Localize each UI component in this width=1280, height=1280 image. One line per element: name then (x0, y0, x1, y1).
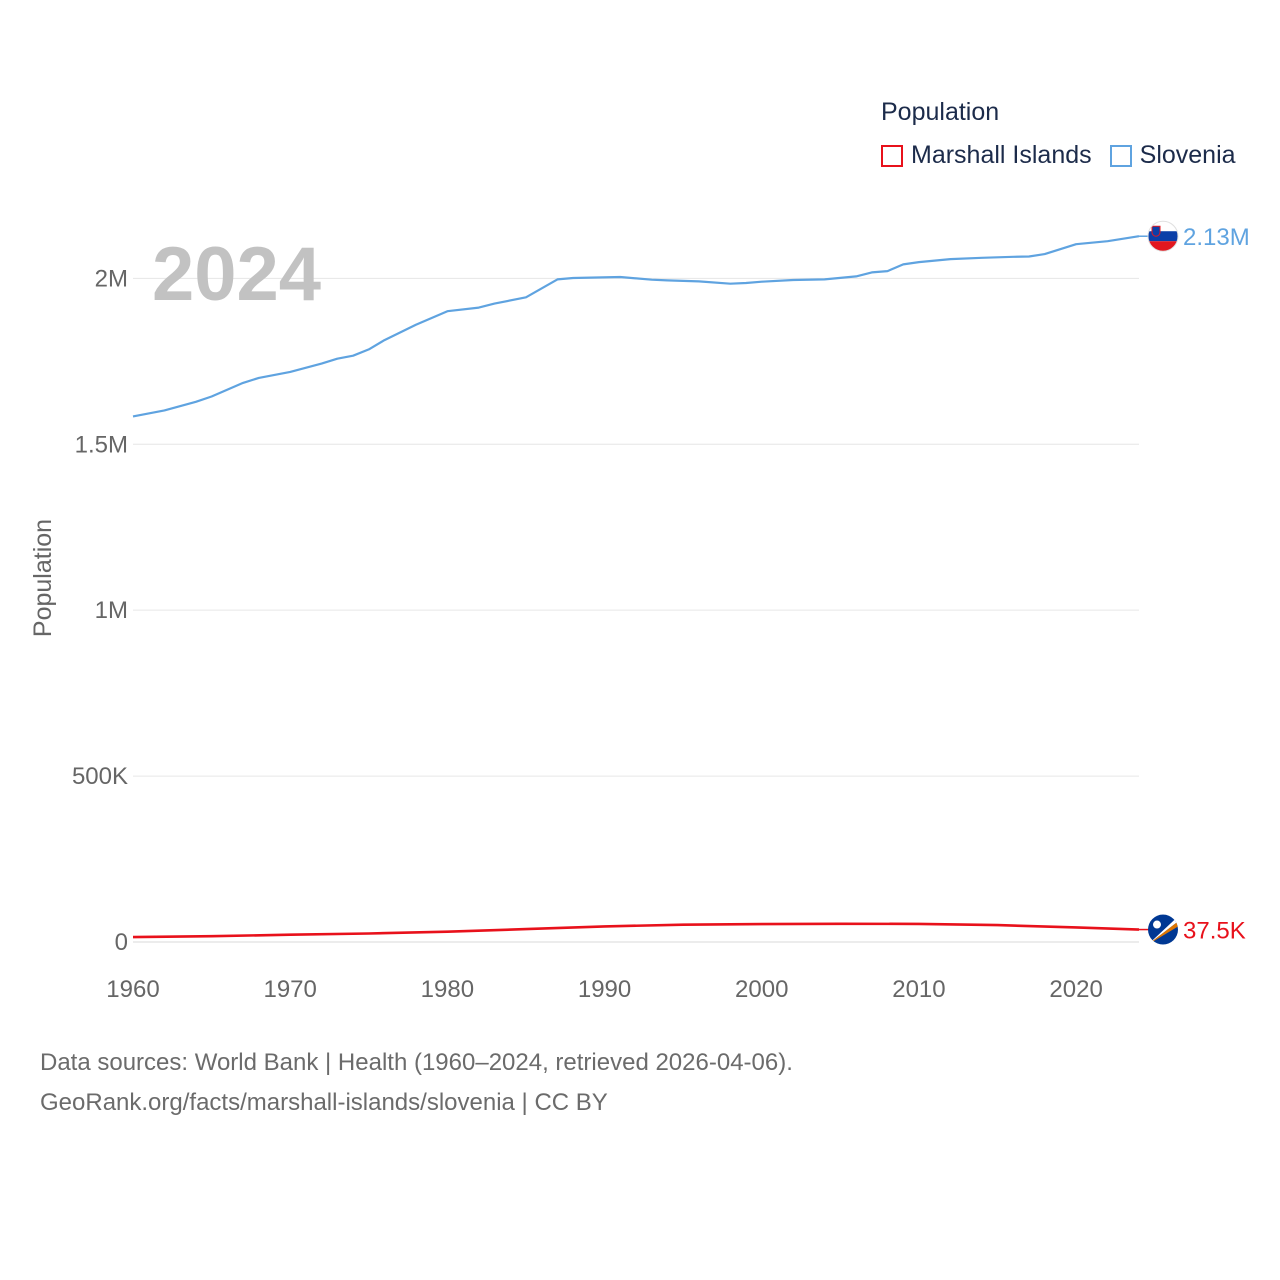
y-tick-label: 2M (95, 265, 128, 292)
marshall-islands-flag-icon (1148, 914, 1178, 945)
source-link[interactable]: GeoRank.org/facts/marshall-islands/slove… (40, 1089, 608, 1116)
legend-item-slovenia[interactable]: Slovenia (1109, 141, 1236, 170)
series-line-marshall-islands (132, 922, 1140, 939)
series-line-slovenia (132, 235, 1140, 418)
legend-label-marshall-islands: Marshall Islands (911, 141, 1092, 169)
end-value-label-marshall-islands: 37.5K (1183, 918, 1246, 945)
y-tick-label: 0 (115, 929, 128, 956)
x-tick-label: 2010 (892, 976, 945, 1003)
legend: Population Marshall Islands Slovenia (881, 98, 1236, 170)
data-sources-note: Data sources: World Bank | Health (1960–… (40, 1049, 793, 1076)
x-tick-label: 1970 (263, 976, 316, 1003)
y-tick-label: 1.5M (75, 431, 128, 458)
x-tick-label: 2020 (1049, 976, 1102, 1003)
y-axis-label: Population (29, 519, 57, 637)
y-tick-label: 500K (72, 763, 128, 790)
end-value-label-slovenia: 2.13M (1183, 224, 1250, 251)
y-tick-label: 1M (95, 597, 128, 624)
x-tick-label: 1980 (421, 976, 474, 1003)
legend-swatch-slovenia (1109, 144, 1132, 167)
x-tick-label: 2000 (735, 976, 788, 1003)
legend-items: Marshall Islands Slovenia (881, 141, 1236, 170)
legend-item-marshall-islands[interactable]: Marshall Islands (881, 141, 1092, 170)
x-tick-label: 1960 (106, 976, 159, 1003)
legend-title: Population (881, 98, 1000, 126)
footer: Data sources: World Bank | Health (1960–… (40, 1043, 793, 1123)
year-label: 2024 (152, 232, 321, 317)
slovenia-flag-icon (1147, 220, 1179, 252)
legend-swatch-marshall-islands (881, 144, 903, 167)
legend-label-slovenia: Slovenia (1139, 141, 1236, 169)
x-tick-label: 1990 (578, 976, 631, 1003)
